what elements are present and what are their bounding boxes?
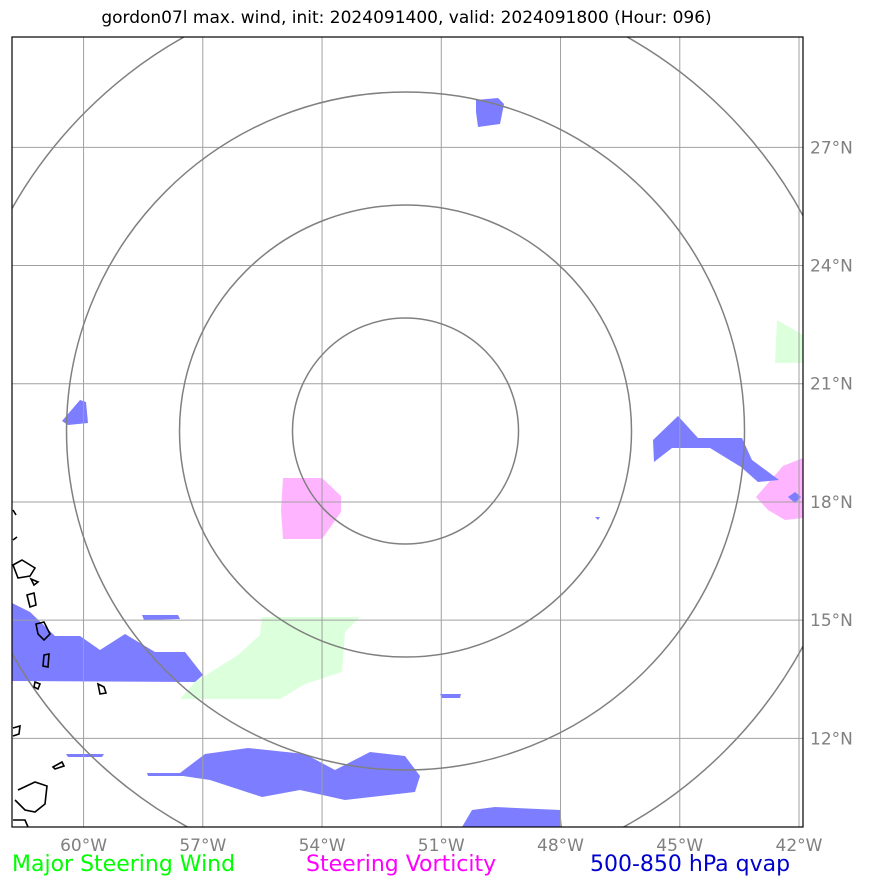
island-coast-9 [12, 536, 18, 541]
qvap-strip-1 [142, 615, 180, 620]
lat-tick-label: 12°N [810, 729, 853, 749]
vorticity-area-central [281, 478, 341, 539]
island-coast-12 [14, 781, 48, 813]
longitude-ticks: 60°W 57°W 54°W 51°W 48°W 45°W 42°W [60, 836, 823, 856]
legend-qvap: 500-850 hPa qvap [590, 852, 791, 877]
lat-tick-label: 15°N [810, 611, 853, 631]
legend-major-steering-wind: Major Steering Wind [12, 852, 236, 877]
range-ring-3 [65, 91, 746, 771]
island-coast-2 [29, 577, 40, 587]
island-coast-3 [26, 591, 37, 609]
range-rings [12, 37, 803, 827]
island-coast-1 [12, 559, 37, 579]
qvap-dot-2 [788, 492, 801, 503]
range-ring-2 [178, 204, 633, 658]
steering-vorticity-fills [281, 458, 803, 539]
lon-tick-label: 42°W [776, 836, 823, 856]
lon-tick-label: 51°W [418, 836, 465, 856]
lon-tick-label: 57°W [179, 836, 226, 856]
qvap-strip-2 [66, 754, 104, 757]
graticule [12, 37, 803, 827]
island-coast-5 [42, 653, 50, 668]
steering-wind-fills [180, 320, 803, 699]
qvap-area-east [653, 416, 779, 482]
wind-area-central [180, 617, 360, 699]
qvap-area-south [147, 748, 420, 800]
coastlines [12, 509, 108, 827]
lat-tick-label: 27°N [810, 138, 853, 158]
island-coast-4 [35, 621, 51, 642]
island-coast-8 [12, 724, 21, 737]
legend-steering-vorticity: Steering Vorticity [306, 852, 497, 877]
island-coast-10 [12, 509, 17, 516]
lon-tick-label: 48°W [537, 836, 584, 856]
island-coast-6 [33, 680, 42, 691]
map-title: gordon07l max. wind, init: 2024091400, v… [101, 8, 712, 28]
range-ring-1 [291, 317, 520, 545]
lat-tick-label: 24°N [810, 257, 853, 277]
lat-tick-label: 21°N [810, 375, 853, 395]
qvap-area-west [62, 400, 88, 425]
lon-tick-label: 54°W [299, 836, 346, 856]
island-coast-11 [51, 760, 66, 770]
qvap-area-bottom [462, 807, 562, 827]
plot-frame [11, 36, 804, 828]
vorticity-area-east [756, 458, 803, 520]
qvap-dot-1 [595, 517, 600, 520]
island-coast-13 [13, 819, 29, 827]
qvap-area-southwest [12, 603, 203, 682]
island-coast-7 [96, 682, 108, 695]
qvap-strip-3 [440, 694, 461, 698]
lon-tick-label: 45°W [656, 836, 703, 856]
lat-tick-label: 18°N [810, 493, 853, 513]
qvap-fills [12, 98, 801, 827]
wind-area-east [775, 320, 803, 363]
latitude-ticks: 27°N 24°N 21°N 18°N 15°N 12°N [810, 138, 853, 749]
lon-tick-label: 60°W [60, 836, 107, 856]
